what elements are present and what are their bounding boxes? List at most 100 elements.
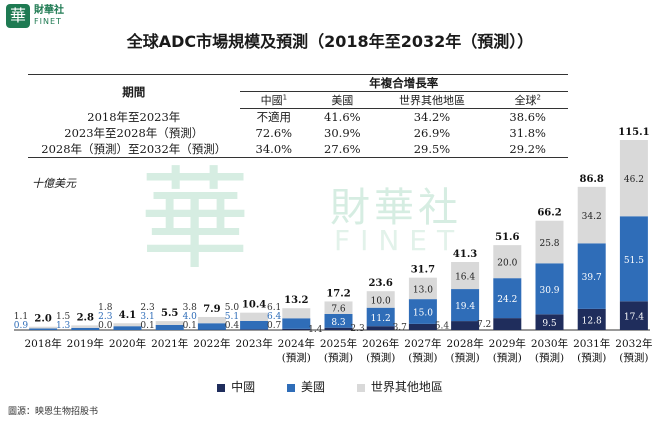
category-sublabel: (預測) [535,351,564,364]
bar-segment [29,326,58,329]
segment-label: 0.7 [267,321,282,331]
cell: 34.2% [413,110,451,124]
cell: 30.9% [324,126,361,140]
legend-item-row: 世界其他地區 [356,380,443,394]
segment-label: 0.9 [14,321,29,331]
bar-segment [408,277,437,300]
segment-label: 15.0 [413,309,433,319]
segment-label: 5.4 [435,322,450,332]
chart-title: 全球ADC市場規模及預測（2018年至2032年（預測）） [126,32,534,51]
segment-label: 1.5 [56,312,71,322]
segment-label: 34.2 [582,212,602,222]
logo-sub: FINET [34,17,62,26]
segment-label: 11.2 [371,314,391,324]
watermark-mark: 華 [140,156,250,284]
total-label: 41.3 [453,249,477,260]
col-header-china: 中國1 [239,91,309,109]
cell: 31.8% [509,126,546,140]
row-period: 2028年（預測）至2032年（預測） [41,142,227,156]
total-label: 13.2 [284,295,308,306]
category-label: 2028年 [446,337,483,350]
bar-segment [619,301,648,330]
bar-segment [197,316,226,324]
segment-label: 5.0 [225,303,240,313]
cagr-table: 期間 年複合增長率 中國1 美國 世界其他地區 全球2 2018年至2023年 … [28,74,568,158]
bar-segment [577,243,606,309]
bar-segment [408,299,437,324]
table-row: 2028年（預測）至2032年（預測） 34.0% 27.6% 29.5% 29… [28,141,568,158]
segment-label: 2.3 [350,324,365,334]
bar-segment [324,301,353,314]
legend-swatch-china [217,383,226,392]
category-label: 2026年 [362,337,399,350]
category-label: 2025年 [320,337,357,350]
segment-label: 19.4 [455,302,475,312]
segment-label: 25.8 [539,239,559,249]
cell: 38.6% [509,110,546,124]
segment-label: 1.8 [98,303,113,313]
bar-segment [366,291,395,308]
category-label: 2022年 [193,337,230,350]
segment-label: 0.1 [183,321,197,331]
segment-label: 20.0 [497,259,517,269]
category-label: 2021年 [151,337,188,350]
total-label: 66.2 [537,208,561,219]
category-label: 2023年 [235,337,272,350]
segment-label: 0.1 [140,321,154,331]
segment-label: 4.0 [183,312,198,322]
segment-label: 16.4 [455,273,475,283]
bar-segment [113,323,142,327]
bar-segment [619,216,648,302]
bar-segment [155,321,184,325]
category-label: 2027年 [404,337,441,350]
segment-label: 0.4 [225,321,240,331]
total-label: 51.6 [495,232,519,243]
bar-segment [619,140,648,217]
segment-label: 24.2 [497,295,517,305]
segment-label: 1.3 [56,321,71,331]
legend-item-china: 中國 [217,380,255,394]
category-sublabel: (預測) [408,351,437,364]
category-label: 2031年 [573,337,610,350]
row-period: 2018年至2023年 [87,109,181,124]
category-sublabel: (預測) [324,351,353,364]
unit-label: 十億美元 [32,177,76,190]
cell: 29.2% [509,142,546,156]
total-label: 23.6 [369,278,393,289]
category-label: 2019年 [67,337,104,350]
col-header-row: 世界其他地區 [376,91,488,109]
cell: 不適用 [256,110,292,124]
cell: 26.9% [413,126,451,140]
period-header: 期間 [28,74,240,109]
legend-swatch-row [356,383,365,392]
segment-label: 7.2 [477,320,491,330]
bar-segment [240,312,269,321]
logo-mark: 華 [6,4,30,28]
segment-label: 51.5 [624,256,644,266]
bar-segment [535,263,564,315]
segment-label: 46.2 [624,175,644,185]
segment-label: 1.4 [308,325,323,335]
col-header-global: 全球2 [487,91,568,109]
watermark-name: 財華社 [330,185,462,231]
table-row: 2023年至2028年（預測） 72.6% 30.9% 26.9% 31.8% [28,125,568,141]
bar-segment [451,321,480,330]
segment-label: 2.3 [140,303,155,313]
category-label: 2029年 [489,337,526,350]
segment-label: 1.1 [14,312,28,322]
bar-segment [71,327,100,330]
total-label: 115.1 [618,127,649,138]
category-sublabel: (預測) [366,351,395,364]
total-label: 2.8 [77,312,94,323]
segment-label: 2.3 [98,312,113,322]
segment-label: 7.6 [331,305,346,315]
bar-segment [366,326,395,330]
category-sublabel: (預測) [493,351,522,364]
source-note: 圖源：映恩生物招股书 [8,407,99,417]
bar-segment [451,261,480,290]
table-row: 2018年至2023年 不適用 41.6% 34.2% 38.6% [28,109,568,126]
segment-label: 5.1 [225,312,239,322]
segment-label: 3.8 [183,303,198,313]
bar-segment [366,307,395,327]
